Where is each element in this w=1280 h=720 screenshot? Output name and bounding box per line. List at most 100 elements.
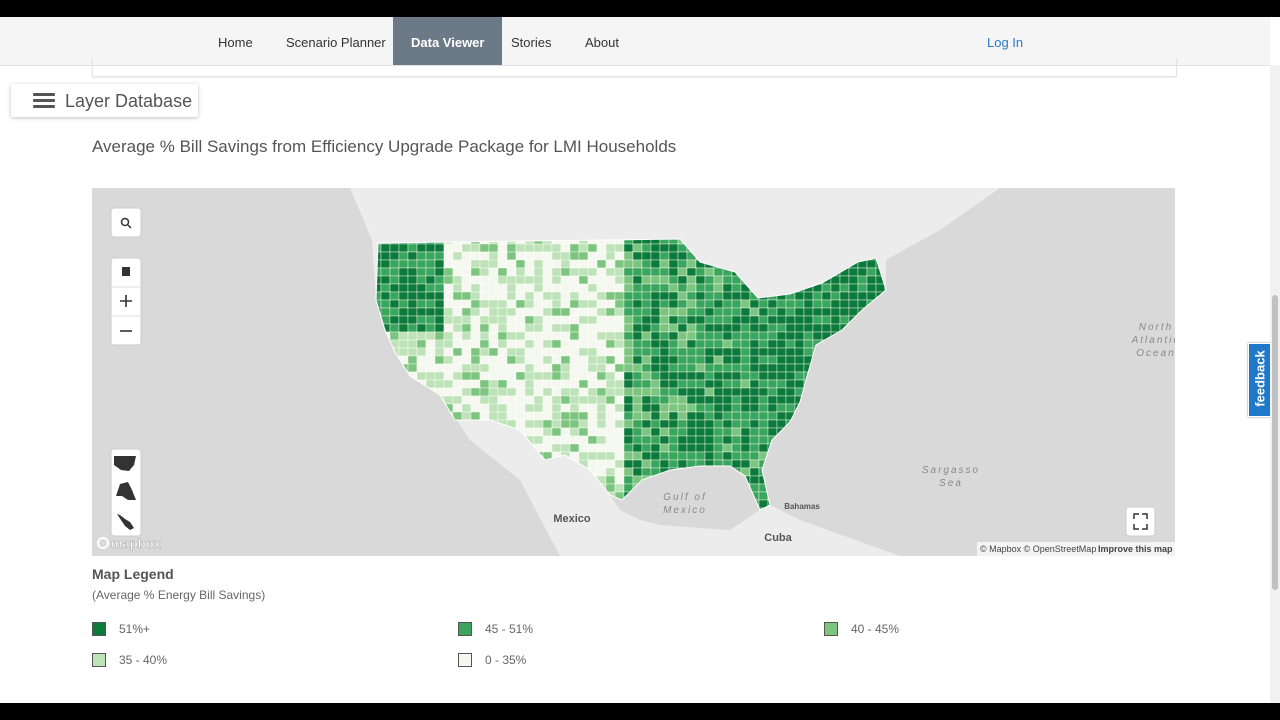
county-cell (578, 435, 589, 445)
county-cell (641, 251, 652, 261)
map[interactable]: North Atlantic Ocean Gulf of Mexico Sargasso S… (92, 188, 1175, 556)
county-cell (758, 387, 769, 397)
county-cell (560, 403, 571, 413)
county-cell (434, 275, 445, 285)
county-cell (524, 419, 535, 429)
county-cell (452, 387, 463, 397)
county-cell (731, 443, 742, 453)
county-cell (767, 299, 778, 309)
county-cell (551, 387, 562, 397)
county-cell (479, 251, 490, 261)
county-cell (740, 355, 751, 365)
county-cell (551, 299, 562, 309)
county-cell (551, 283, 562, 293)
county-cell (713, 299, 724, 309)
county-cell (398, 331, 409, 341)
county-cell (470, 371, 481, 381)
county-cell (713, 379, 724, 389)
county-cell (749, 315, 760, 325)
nav-item[interactable]: Scenario Planner (286, 35, 386, 50)
county-cell (398, 323, 409, 333)
improve-link[interactable]: Improve this map (1098, 544, 1173, 554)
scroll-thumb[interactable] (1272, 295, 1278, 590)
county-cell (596, 355, 607, 365)
conus-button[interactable] (114, 456, 136, 471)
county-cell (776, 355, 787, 365)
county-cell (695, 387, 706, 397)
county-cell (488, 331, 499, 341)
county-cell (659, 339, 670, 349)
county-cell (614, 315, 625, 325)
county-cell (785, 363, 796, 373)
county-cell (722, 315, 733, 325)
county-cell (803, 291, 814, 301)
county-cell (650, 379, 661, 389)
county-cell (533, 283, 544, 293)
county-cell (785, 403, 796, 413)
county-cell (713, 347, 724, 357)
hawaii-button[interactable] (117, 514, 134, 530)
county-cell (641, 299, 652, 309)
county-cell (668, 267, 679, 277)
county-cell (650, 299, 661, 309)
county-cell (650, 443, 661, 453)
county-cell (605, 395, 616, 405)
alaska-button[interactable] (116, 482, 136, 500)
nav-item[interactable]: Data Viewer (393, 17, 503, 65)
county-cell (740, 339, 751, 349)
county-cell (659, 403, 670, 413)
compass-button[interactable] (122, 267, 130, 276)
county-cell (488, 323, 499, 333)
county-cell (767, 371, 778, 381)
county-cell (389, 315, 400, 325)
county-cell (722, 371, 733, 381)
zoom-in[interactable] (120, 295, 132, 307)
county-cell (650, 347, 661, 357)
county-cell (533, 243, 544, 253)
search-button[interactable] (110, 207, 142, 238)
county-cell (839, 307, 850, 317)
county-cell (578, 291, 589, 301)
county-cell (767, 419, 778, 429)
county-cell (587, 411, 598, 421)
county-cell (596, 323, 607, 333)
county-cell (461, 387, 472, 397)
county-cell (506, 331, 517, 341)
county-cell (533, 259, 544, 269)
county-cell (605, 387, 616, 397)
county-cell (650, 243, 661, 253)
county-cell (668, 259, 679, 269)
nav-item[interactable]: Stories (511, 35, 552, 50)
nav-item[interactable]: Home (218, 35, 253, 50)
feedback-tab[interactable]: feedback (1248, 343, 1272, 417)
county-cell (470, 243, 481, 253)
county-cell (722, 363, 733, 373)
county-cell (578, 251, 589, 261)
county-cell (587, 275, 598, 285)
fullscreen-button[interactable] (1125, 506, 1156, 537)
county-cell (758, 443, 769, 453)
county-cell (830, 299, 841, 309)
county-cell (587, 355, 598, 365)
county-cell (488, 403, 499, 413)
county-cell (569, 291, 580, 301)
county-cell (605, 443, 616, 453)
county-cell (650, 363, 661, 373)
login-link[interactable]: Log In (987, 35, 1024, 50)
county-cell (614, 299, 625, 309)
county-cell (857, 275, 868, 285)
nav-item[interactable]: About (585, 35, 619, 50)
county-cell (731, 435, 742, 445)
county-cell (758, 371, 769, 381)
county-cell (497, 339, 508, 349)
layer-toggle[interactable]: Layer Database (11, 84, 198, 117)
county-cell (632, 307, 643, 317)
county-cell (605, 467, 616, 477)
county-cell (488, 243, 499, 253)
county-cell (434, 371, 445, 381)
county-cell (398, 339, 409, 349)
county-cell (749, 467, 760, 477)
county-cell (569, 251, 580, 261)
county-cell (515, 243, 526, 253)
county-cell (605, 355, 616, 365)
